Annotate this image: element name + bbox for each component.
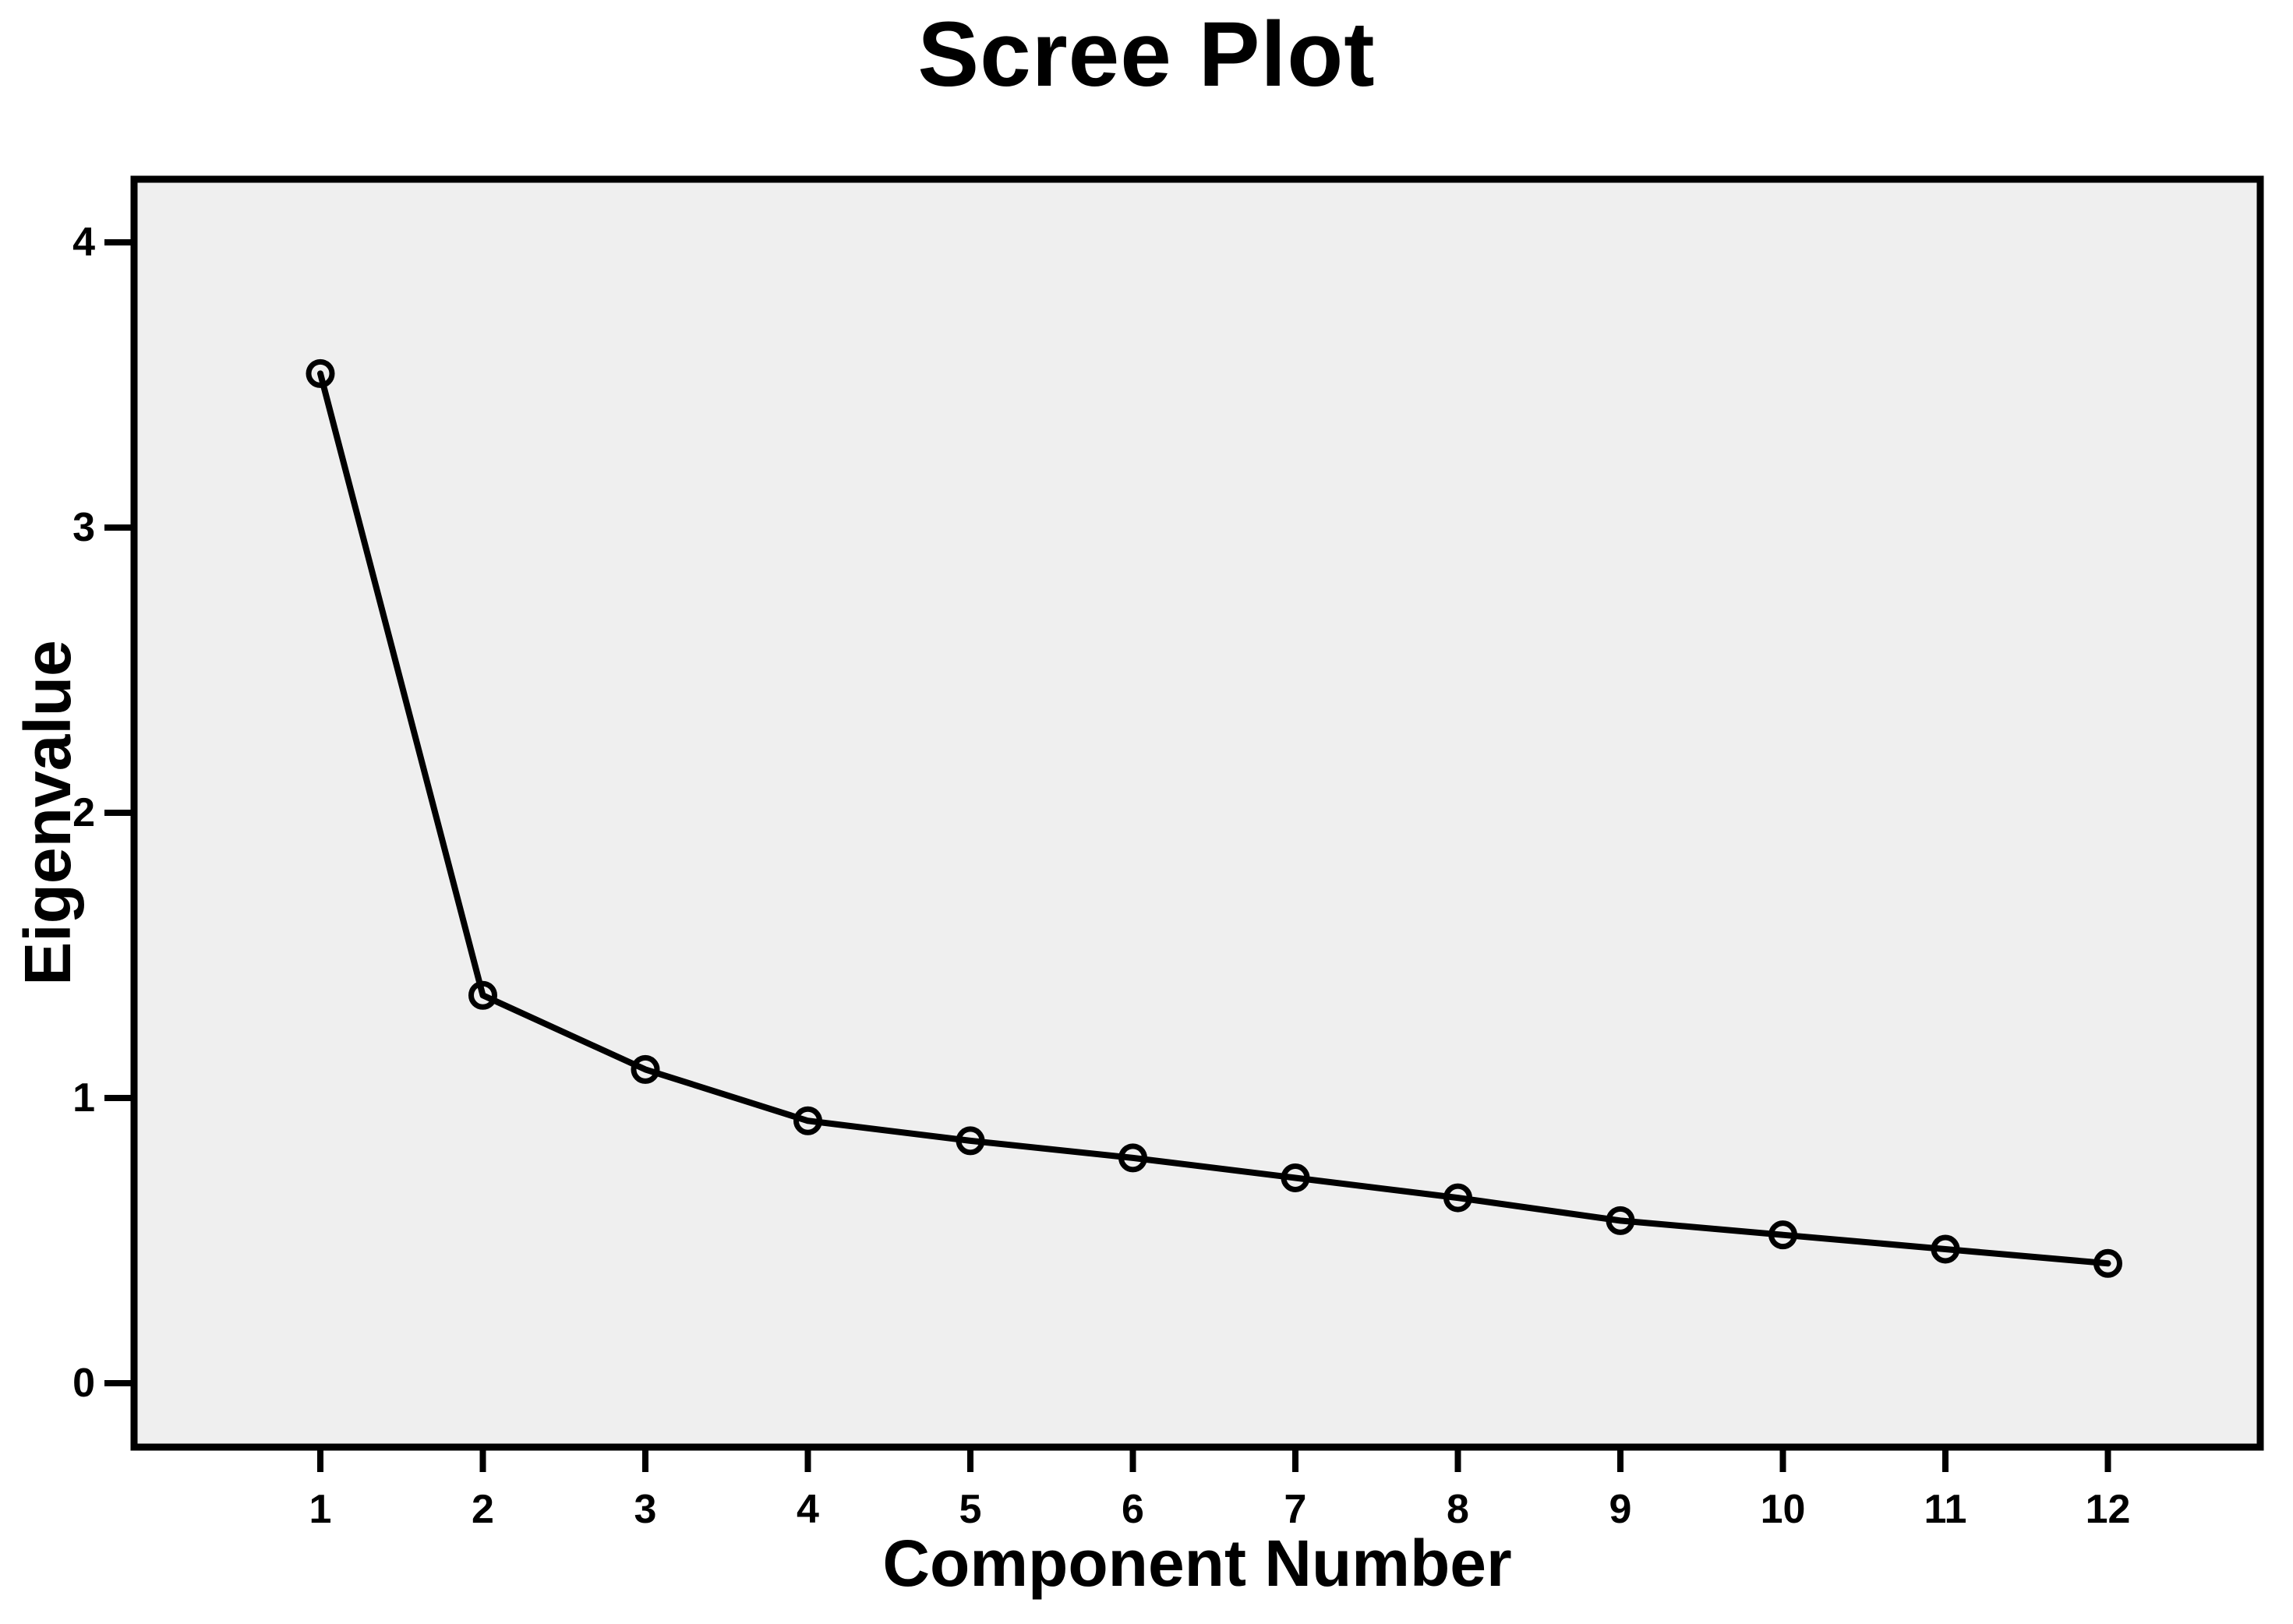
data-point-marker: [468, 980, 497, 1010]
x-tick-label: 10: [1761, 1487, 1806, 1532]
x-tick-label: 6: [1122, 1487, 1144, 1532]
x-tick-label: 11: [1924, 1487, 1967, 1532]
x-tick-label: 1: [309, 1487, 332, 1532]
series-line: [317, 370, 2111, 1267]
y-tick-label: 4: [72, 220, 95, 265]
x-tick-label: 5: [959, 1487, 982, 1532]
data-point-marker: [631, 1054, 660, 1084]
x-tick-label: 3: [634, 1487, 657, 1532]
y-tick-label: 2: [72, 790, 95, 835]
data-point-marker: [1768, 1220, 1797, 1250]
x-tick-label: 2: [472, 1487, 494, 1532]
data-point-marker: [306, 358, 335, 388]
data-point-marker: [1931, 1234, 1960, 1264]
x-tick-label: 8: [1447, 1487, 1469, 1532]
y-axis-title: Eigenvalue: [11, 640, 84, 986]
data-point-marker: [1281, 1163, 1310, 1192]
data-point-marker: [956, 1126, 985, 1156]
plot-area: [130, 175, 2264, 1451]
data-point-marker: [2093, 1248, 2122, 1278]
x-tick-label: 12: [2086, 1487, 2131, 1532]
chart-title: Scree Plot: [917, 3, 1376, 106]
data-point-marker: [1443, 1183, 1472, 1213]
y-tick-label: 0: [72, 1361, 95, 1406]
y-tick-label: 3: [72, 505, 95, 550]
x-tick-label: 4: [797, 1487, 819, 1532]
x-tick-label: 7: [1284, 1487, 1307, 1532]
y-tick-label: 1: [72, 1075, 95, 1121]
x-axis-title: Component Number: [882, 1527, 1512, 1600]
x-tick-label: 9: [1609, 1487, 1632, 1532]
data-point-marker: [1606, 1206, 1635, 1235]
data-point-marker: [1118, 1143, 1147, 1173]
data-point-marker: [793, 1106, 822, 1135]
